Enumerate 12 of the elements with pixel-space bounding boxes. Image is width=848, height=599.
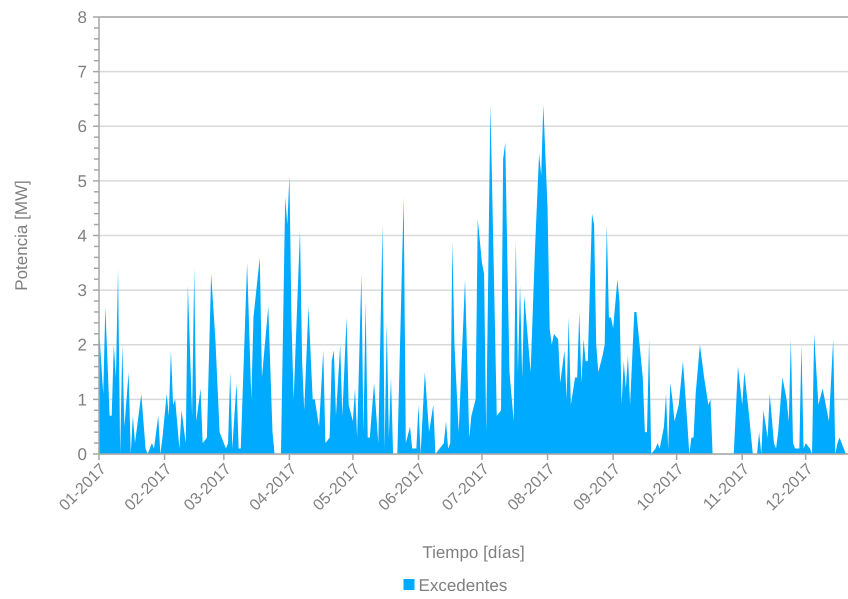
y-tick-label: 6 xyxy=(78,117,87,136)
y-tick-label: 0 xyxy=(78,444,87,464)
y-tick-label: 4 xyxy=(78,226,87,246)
y-tick-label: 1 xyxy=(78,390,87,410)
legend-label: Excedentes xyxy=(418,576,508,595)
y-axis-title: Potencia [MW] xyxy=(12,180,31,291)
y-tick-label: 3 xyxy=(78,281,87,300)
y-tick-label: 7 xyxy=(78,62,87,82)
y-tick-label: 8 xyxy=(78,8,87,27)
x-axis-title: Tiempo [días] xyxy=(422,543,525,562)
y-tick-label: 5 xyxy=(78,172,87,191)
y-tick-label: 2 xyxy=(78,336,87,355)
